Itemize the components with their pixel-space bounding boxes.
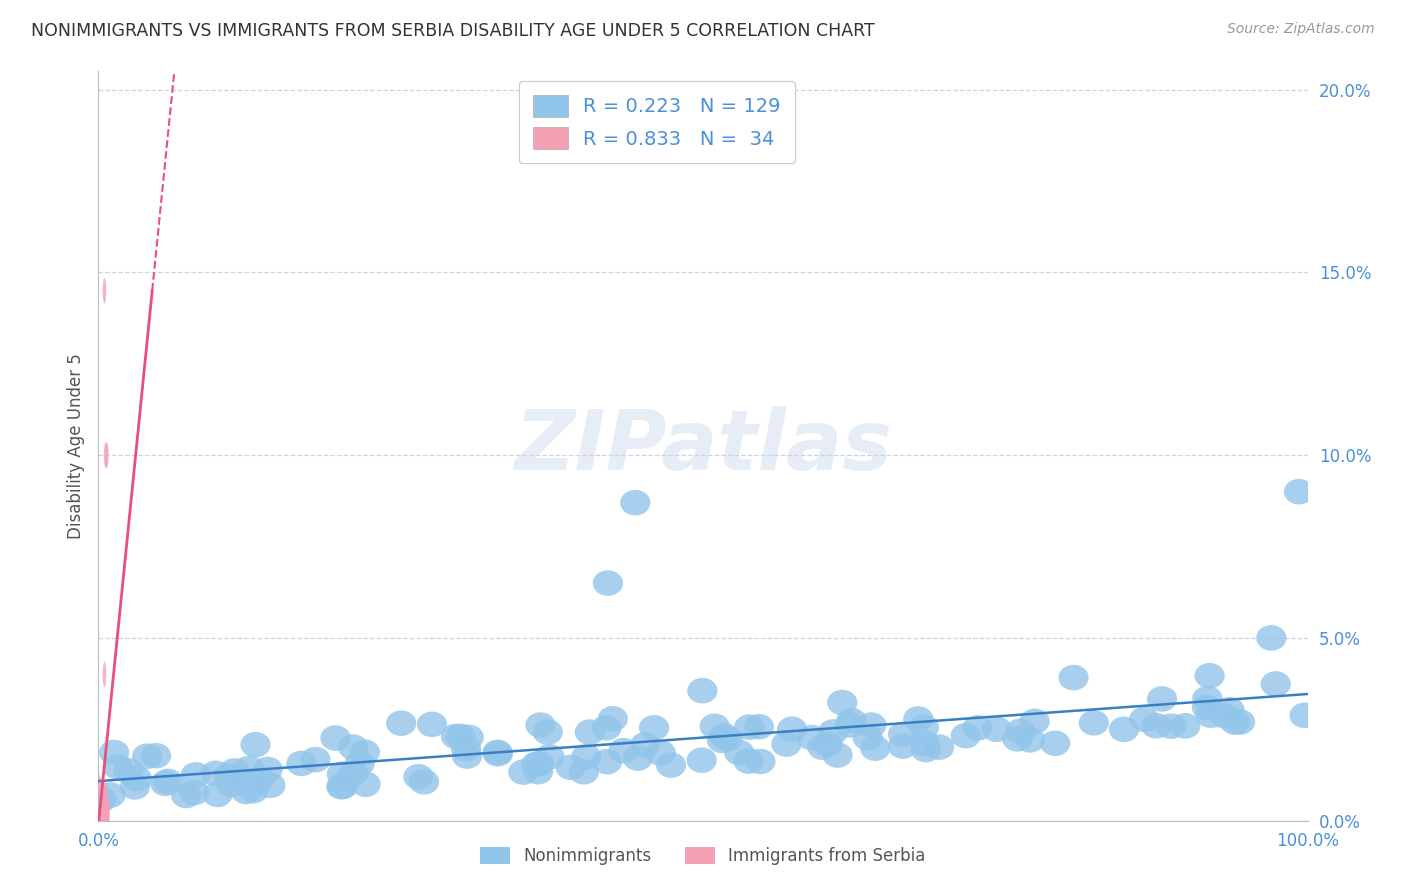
Legend: Nonimmigrants, Immigrants from Serbia: Nonimmigrants, Immigrants from Serbia [470, 837, 936, 875]
Text: NONIMMIGRANTS VS IMMIGRANTS FROM SERBIA DISABILITY AGE UNDER 5 CORRELATION CHART: NONIMMIGRANTS VS IMMIGRANTS FROM SERBIA … [31, 22, 875, 40]
Text: Source: ZipAtlas.com: Source: ZipAtlas.com [1227, 22, 1375, 37]
Y-axis label: Disability Age Under 5: Disability Age Under 5 [66, 353, 84, 539]
Legend: R = 0.223   N = 129, R = 0.833   N =  34: R = 0.223 N = 129, R = 0.833 N = 34 [519, 81, 794, 163]
Text: ZIPatlas: ZIPatlas [515, 406, 891, 486]
